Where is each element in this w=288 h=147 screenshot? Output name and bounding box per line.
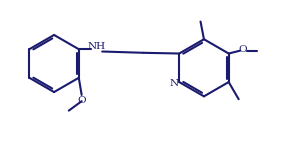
Text: N: N	[170, 79, 179, 88]
Text: NH: NH	[88, 42, 106, 51]
Text: O: O	[77, 96, 86, 105]
Text: O: O	[239, 45, 247, 54]
